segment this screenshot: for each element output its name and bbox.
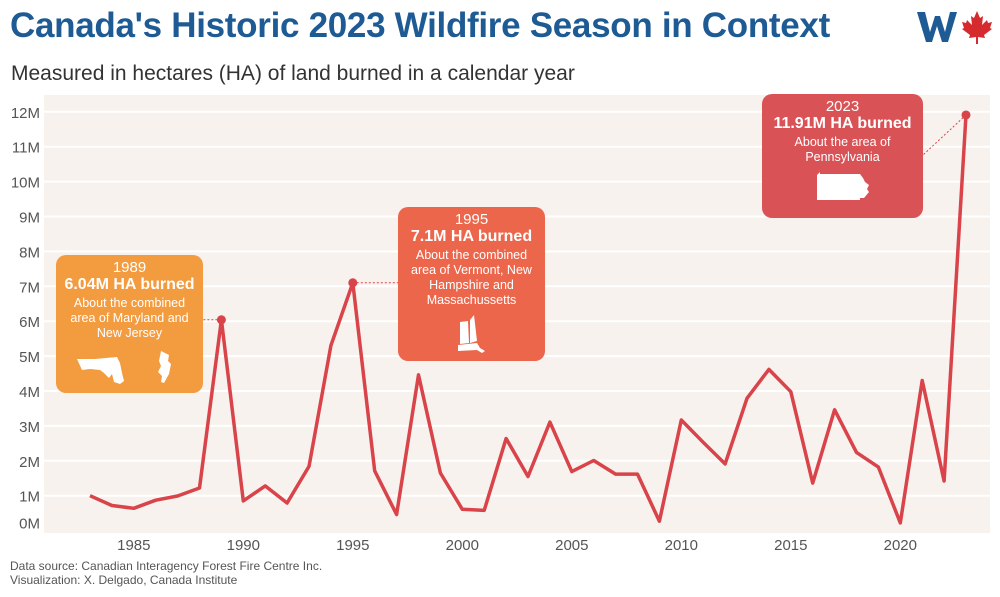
data-point-2023 [961, 110, 971, 120]
callout-year: 1995 [454, 211, 489, 228]
callout-1989: 1989 6.04M HA burned About the combined … [56, 255, 203, 393]
credit: Visualization: X. Delgado, Canada Instit… [10, 573, 238, 587]
callout-1995: 1995 7.1M HA burned About the combined a… [398, 207, 545, 361]
callout-amount: 7.1M HA burned [410, 228, 533, 245]
callout-desc: About the combined area of Maryland and … [70, 296, 189, 340]
data-point-1989 [216, 315, 226, 325]
w-logo-icon [917, 12, 957, 42]
series-line [89, 114, 968, 525]
callout-amount: 6.04M HA burned [64, 276, 195, 293]
y-tick-label: 11M [12, 140, 40, 157]
connector-2023 [922, 114, 967, 156]
y-tick-label: 6M [19, 314, 40, 331]
x-tick-label: 2005 [555, 537, 588, 554]
y-tick-label: 7M [19, 279, 40, 296]
data-source: Data source: Canadian Interagency Forest… [10, 559, 323, 573]
y-tick-label: 8M [19, 244, 40, 261]
x-tick-label: 2000 [446, 537, 479, 554]
new-england-icon [457, 315, 485, 353]
y-tick-label: 5M [19, 349, 40, 366]
maple-leaf-icon [962, 11, 992, 44]
y-tick-label: 12M [11, 105, 40, 122]
chart-subtitle: Measured in hectares (HA) of land burned… [11, 62, 575, 85]
callout-desc: About the combined area of Vermont, New … [411, 248, 532, 307]
x-tick-label: 2010 [665, 537, 698, 554]
data-point-1995 [348, 278, 358, 288]
maryland-new-jersey-icon [76, 351, 171, 384]
callout-2023: 2023 11.91M HA burned About the area of … [762, 94, 923, 218]
callout-amount: 11.91M HA burned [773, 115, 912, 132]
y-tick-label: 3M [19, 419, 40, 436]
pennsylvania-icon [816, 172, 869, 200]
y-tick-label: 2M [19, 454, 40, 471]
callout-desc: About the area of Pennsylvania [794, 135, 891, 164]
x-tick-label: 2015 [774, 537, 807, 554]
callout-year: 1989 [112, 259, 147, 276]
y-tick-label: 4M [19, 384, 40, 401]
callout-year: 2023 [825, 98, 860, 115]
x-tick-label: 1990 [227, 537, 260, 554]
x-tick-label: 2020 [884, 537, 917, 554]
x-tick-label: 1985 [117, 537, 150, 554]
y-tick-label: 10M [11, 175, 40, 192]
y-tick-label: 0M [19, 516, 40, 533]
x-tick-label: 1995 [336, 537, 369, 554]
logo [917, 11, 992, 44]
chart-title: Canada's Historic 2023 Wildfire Season i… [10, 6, 830, 45]
y-tick-label: 9M [19, 210, 40, 227]
y-tick-label: 1M [19, 489, 40, 506]
